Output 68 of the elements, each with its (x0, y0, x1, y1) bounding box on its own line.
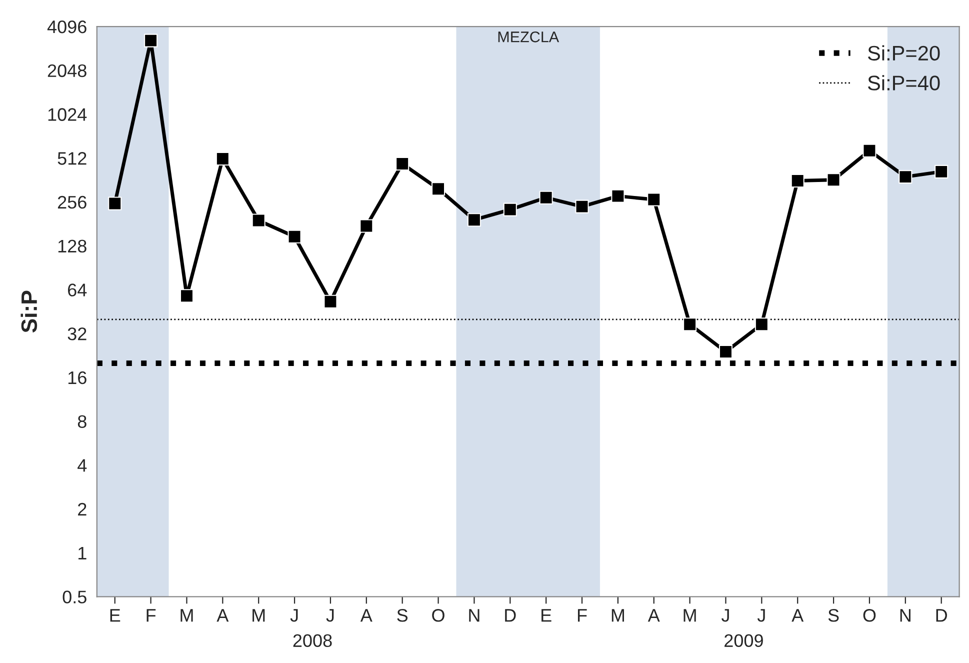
legend-label: Si:P=20 (868, 45, 940, 61)
point (467, 213, 481, 227)
point (826, 173, 840, 187)
point (252, 214, 266, 228)
y-tick-label: 2048 (48, 64, 86, 78)
point (288, 230, 302, 244)
y-tick-label: 1 (78, 546, 86, 560)
text: 2008 (293, 634, 332, 648)
x-tick-label: A (792, 609, 804, 622)
x-tick-label: D (505, 609, 516, 622)
point (934, 164, 948, 178)
point (503, 202, 517, 216)
x-tick-label: A (648, 609, 660, 622)
point (539, 190, 553, 204)
point (575, 200, 589, 214)
x-tick-label: D (936, 609, 947, 622)
x-tick-label: M (252, 609, 265, 622)
point (432, 182, 446, 196)
point (862, 144, 876, 158)
point (216, 152, 230, 166)
x-tick-label: A (216, 609, 229, 622)
x-tick-label: J (757, 609, 765, 622)
y-tick-label: 4096 (47, 20, 86, 34)
y-axis-title: Si:P (20, 290, 38, 333)
point (754, 318, 768, 332)
x-tick-label: F (578, 609, 587, 622)
x-tick-label: F (146, 609, 156, 622)
x-tick-label: O (863, 608, 876, 622)
y-tick-label: 32 (68, 327, 86, 340)
point (611, 189, 625, 203)
point (180, 289, 194, 303)
y-tick-label: 2 (78, 502, 86, 516)
y-tick-label: 0.5 (62, 590, 86, 604)
x-tick-label: O (432, 608, 444, 622)
x-tick-label: E (110, 609, 120, 622)
point (790, 174, 804, 188)
legend-label: Si:P=40 (868, 75, 940, 90)
point (683, 318, 697, 332)
text: 2009 (724, 634, 763, 648)
point (396, 157, 410, 171)
x-tick-label: N (900, 609, 910, 622)
x-tick-label: M (612, 609, 624, 622)
x-tick-label: J (722, 609, 729, 622)
x-tick-label: S (828, 608, 839, 622)
y-tick-label: 1024 (48, 108, 87, 121)
y-tick-label: 128 (58, 240, 86, 253)
point (360, 219, 374, 233)
y-tick-label: 16 (68, 371, 86, 384)
point (324, 294, 338, 308)
x-tick-label: S (397, 608, 408, 622)
point (144, 34, 158, 48)
y-tick-label: 64 (68, 284, 87, 296)
x-tick-label: E (542, 609, 552, 622)
x-tick-label: N (469, 609, 480, 622)
y-tick-label: 8 (78, 415, 86, 428)
y-tick-label: 512 (58, 152, 86, 165)
annotation: MEZCLA (498, 32, 560, 42)
point (108, 196, 122, 210)
y-tick-label: 4 (78, 459, 87, 472)
x-tick-label: J (326, 609, 334, 622)
point (647, 192, 661, 206)
x-tick-label: M (684, 609, 696, 622)
point (898, 170, 912, 184)
x-tick-label: J (290, 609, 298, 622)
x-tick-label: M (180, 609, 193, 622)
x-tick-label: A (360, 609, 372, 622)
y-tick-label: 256 (58, 196, 86, 209)
point (718, 344, 733, 359)
